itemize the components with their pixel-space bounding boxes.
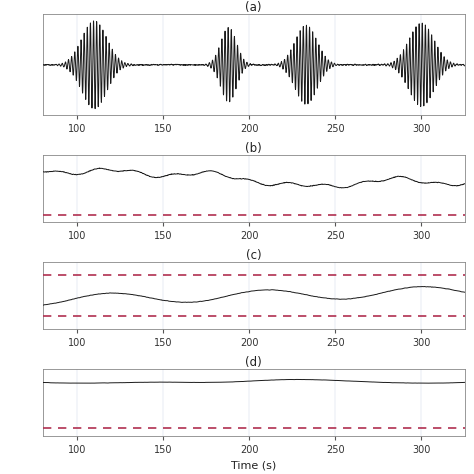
Title: (a): (a) [246,1,262,14]
Title: (b): (b) [245,142,262,155]
Title: (d): (d) [245,356,262,369]
Title: (c): (c) [246,249,261,262]
X-axis label: Time (s): Time (s) [231,461,276,471]
